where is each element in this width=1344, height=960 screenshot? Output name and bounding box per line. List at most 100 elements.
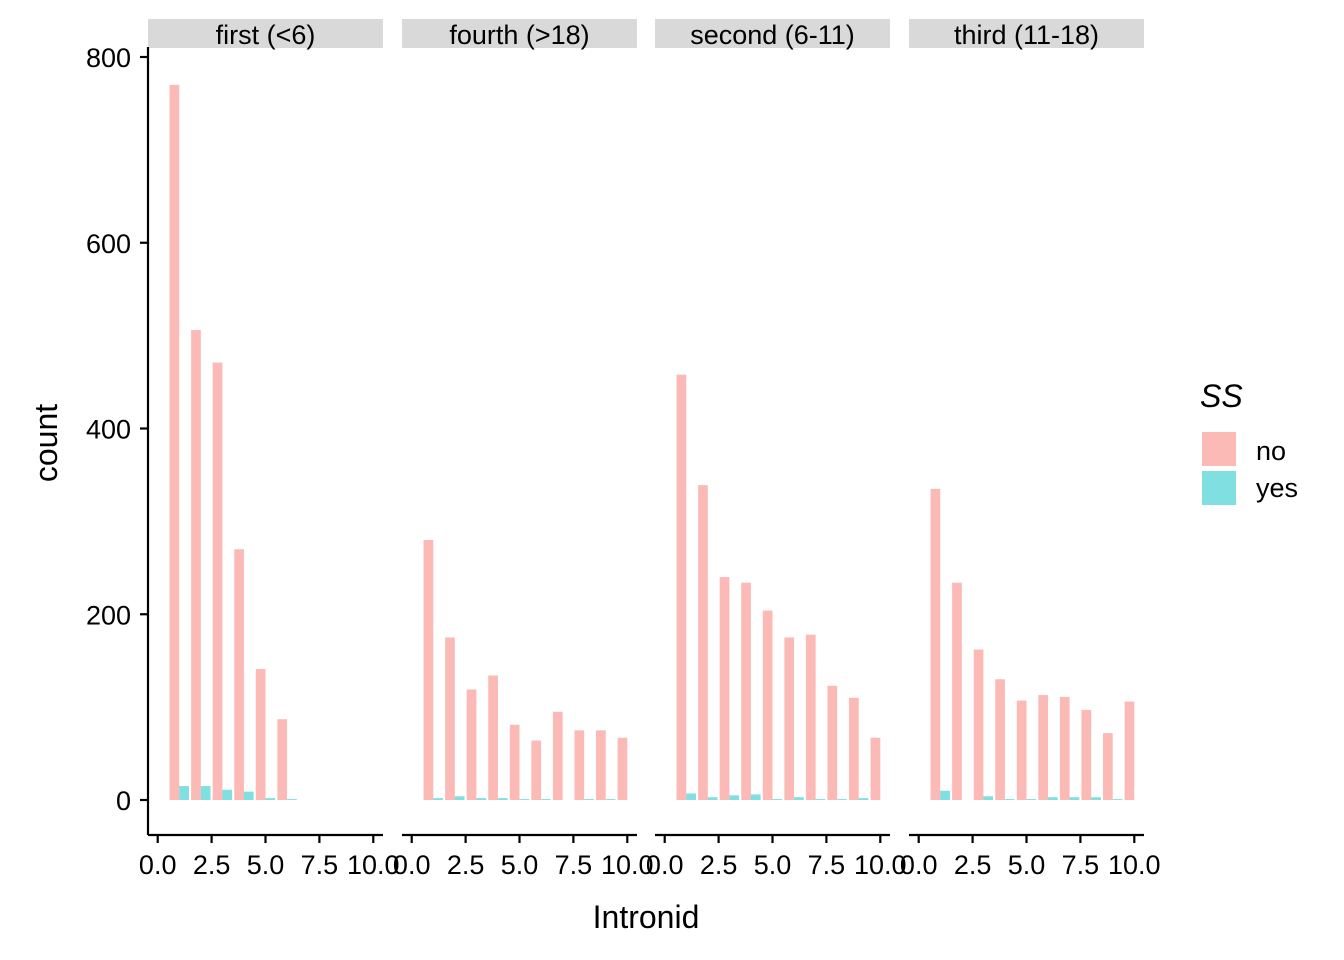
x-tick-label: 2.5	[193, 850, 231, 880]
bar-yes	[584, 799, 594, 800]
bar-no	[191, 330, 201, 800]
bar-yes	[287, 799, 297, 800]
y-tick-label: 400	[86, 415, 131, 445]
x-axis-title: Intronid	[593, 899, 700, 935]
bar-yes	[265, 798, 276, 800]
x-tick-label: 5.0	[247, 850, 285, 880]
x-tick-label: 0.0	[900, 850, 938, 880]
bar-no	[870, 737, 881, 800]
bar-no	[1103, 733, 1113, 800]
panel: first (<6) 0.0 2.5 5.0 7.5 10.0	[139, 19, 400, 880]
bar-no	[212, 362, 223, 800]
bar-no	[995, 679, 1005, 800]
x-tick-label: 5.0	[1008, 850, 1046, 880]
bar-no	[574, 730, 585, 800]
bar-yes	[1112, 799, 1123, 800]
x-tick-label: 10.0	[601, 850, 654, 880]
bar-no	[1038, 695, 1049, 800]
bar-no	[596, 730, 606, 800]
bar-yes	[454, 796, 465, 800]
legend-title: SS	[1200, 378, 1243, 414]
chart-panels: first (<6) 0.0 2.5 5.0 7.5 10.0 fourth (>18) 0.…	[139, 19, 1161, 880]
panel-strip-label: first (<6)	[216, 20, 316, 50]
y-tick-label: 800	[86, 43, 131, 73]
bar-no	[488, 675, 498, 800]
bar-yes	[519, 799, 530, 800]
bar-yes	[605, 799, 616, 800]
panel: fourth (>18) 0.0 2.5 5.0 7.5 10.0	[393, 19, 654, 880]
bar-no	[827, 685, 838, 800]
bar-no	[169, 84, 180, 801]
panel: third (11-18) 0.0 2.5 5.0 7.5 10.0	[900, 19, 1161, 880]
legend-label-yes: yes	[1256, 473, 1298, 503]
bar-no	[952, 582, 962, 800]
panel-strip	[909, 19, 1144, 48]
bar-yes	[222, 789, 233, 800]
x-tick-label: 10.0	[854, 850, 907, 880]
bar-yes	[983, 796, 994, 800]
bar-no	[1081, 709, 1092, 800]
bar-yes	[1004, 799, 1015, 800]
x-tick-label: 7.5	[1062, 850, 1100, 880]
bar-no	[466, 689, 477, 800]
bar-no	[1124, 701, 1135, 800]
bar-yes	[729, 795, 740, 800]
bar-yes	[1048, 797, 1058, 800]
bar-yes	[200, 786, 211, 800]
bar-no	[509, 724, 520, 800]
bar-no	[762, 610, 773, 800]
panel: second (6-11) 0.0 2.5 5.0 7.5 10.0	[646, 19, 907, 880]
bar-no	[676, 374, 687, 800]
bar-yes	[1091, 797, 1101, 800]
bar-yes	[243, 791, 254, 800]
x-tick-label: 0.0	[139, 850, 177, 880]
x-tick-label: 0.0	[393, 850, 431, 880]
bar-yes	[815, 799, 826, 800]
bar-no	[277, 719, 288, 800]
bar-no	[741, 582, 751, 800]
x-tick-label: 7.5	[301, 850, 339, 880]
x-tick-label: 10.0	[347, 850, 400, 880]
bar-yes	[179, 786, 189, 800]
x-tick-label: 5.0	[501, 850, 539, 880]
bar-yes	[541, 799, 551, 800]
bar-no	[849, 697, 859, 800]
bar-yes	[837, 799, 847, 800]
panel-strip	[655, 19, 890, 48]
bar-yes	[497, 798, 508, 800]
panel-strip	[148, 19, 383, 48]
bar-no	[930, 488, 941, 800]
y-tick-label: 0	[116, 786, 131, 816]
bar-yes	[858, 798, 869, 800]
bar-no	[617, 737, 628, 800]
bar-yes	[686, 793, 696, 800]
bar-no	[445, 637, 455, 800]
x-tick-label: 10.0	[1108, 850, 1161, 880]
x-tick-label: 0.0	[646, 850, 684, 880]
x-tick-label: 5.0	[754, 850, 792, 880]
bar-no	[423, 539, 434, 800]
bar-yes	[433, 798, 443, 800]
bar-no	[1016, 700, 1027, 800]
bar-yes	[1026, 799, 1037, 800]
bar-no	[234, 549, 244, 800]
legend-label-no: no	[1256, 436, 1286, 466]
y-axis: 0 200 400 600 800	[86, 43, 150, 835]
legend-swatch-no	[1202, 432, 1236, 466]
bar-no	[719, 577, 730, 800]
y-tick-label: 200	[86, 600, 131, 630]
y-tick-label: 600	[86, 229, 131, 259]
bar-no	[531, 740, 542, 800]
panel-strip-label: fourth (>18)	[449, 20, 589, 50]
x-tick-label: 2.5	[700, 850, 738, 880]
x-tick-label: 7.5	[808, 850, 846, 880]
bar-no	[784, 637, 795, 800]
bar-no	[973, 649, 984, 800]
legend-swatch-yes	[1202, 471, 1236, 505]
bar-yes	[1069, 797, 1080, 800]
bar-no	[255, 669, 266, 800]
bar-yes	[772, 799, 783, 800]
bar-yes	[707, 797, 718, 800]
bar-yes	[940, 790, 950, 800]
x-tick-label: 7.5	[555, 850, 593, 880]
